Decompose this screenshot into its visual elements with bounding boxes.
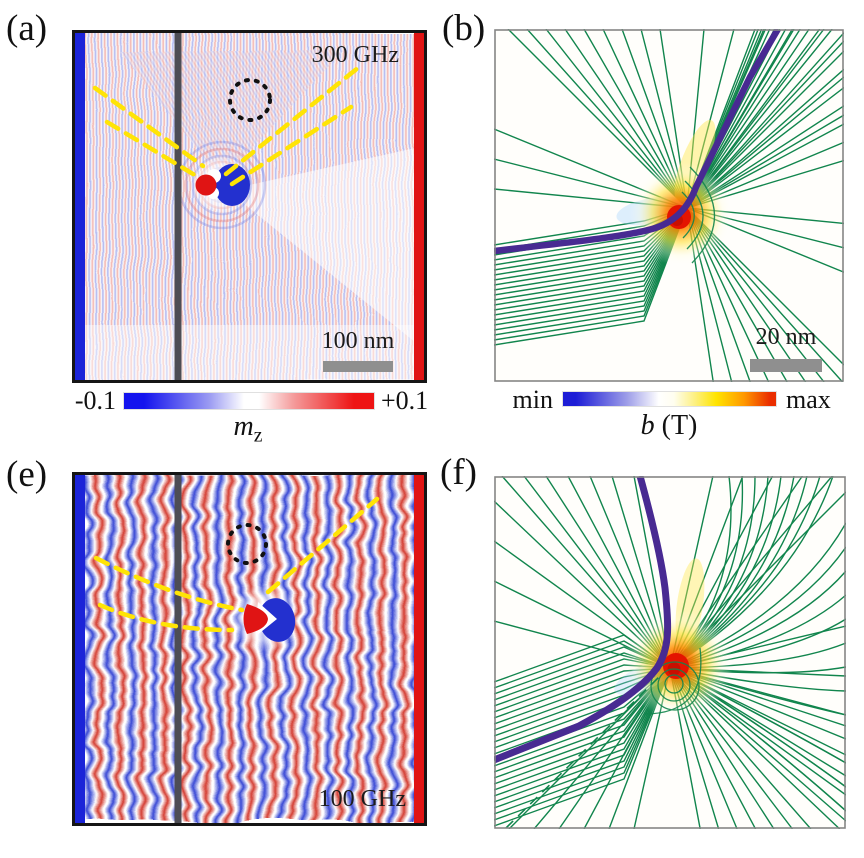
scale-bar-label-a: 100 nm bbox=[321, 328, 395, 354]
beam-guide-dashes bbox=[92, 64, 362, 187]
wave-shadow-wedge bbox=[227, 148, 415, 342]
colorbar-mz-min: -0.1 bbox=[74, 386, 116, 415]
panel-a-simulation bbox=[72, 30, 427, 383]
b-symbol: b bbox=[640, 410, 655, 441]
frequency-annotation-e: 100 GHz bbox=[318, 786, 406, 812]
panel-f-trajectories bbox=[494, 476, 846, 829]
colorbar-mz bbox=[123, 392, 375, 410]
colorbar-b-title: b (T) bbox=[641, 412, 698, 440]
waveguide-edge-left bbox=[75, 33, 85, 380]
panel-e-label: (e) bbox=[6, 454, 48, 495]
hotspot-field-arcs bbox=[643, 647, 702, 715]
barrier-bar bbox=[174, 475, 182, 823]
probe-dotted-circle bbox=[228, 78, 272, 122]
colorbar-mz-max: +0.1 bbox=[381, 386, 429, 415]
scattered-dashed-ray bbox=[505, 673, 663, 829]
waveguide-edge-left bbox=[75, 475, 85, 823]
waveguide-edge-right bbox=[414, 33, 424, 380]
frequency-annotation-a: 300 GHz bbox=[311, 42, 399, 68]
scale-bar-label-b: 20 nm bbox=[755, 324, 817, 350]
panel-e-border bbox=[72, 472, 427, 826]
panel-e-simulation bbox=[72, 472, 427, 826]
barrier-bar bbox=[174, 33, 182, 380]
mz-subscript: z bbox=[253, 425, 263, 447]
colorbar-b-min: min bbox=[512, 385, 553, 414]
colorbar-b-max: max bbox=[786, 385, 831, 414]
colorbar-mz-title: mz bbox=[234, 413, 263, 446]
beam-guide-dashes bbox=[93, 496, 380, 633]
trajectory-purple bbox=[494, 29, 781, 255]
panel-a-label: (a) bbox=[6, 8, 48, 49]
panel-b-label: (b) bbox=[442, 8, 486, 49]
scale-bar-b bbox=[750, 359, 822, 372]
mz-symbol: m bbox=[233, 411, 254, 442]
trajectory-purple bbox=[494, 476, 672, 764]
panel-f-label: (f) bbox=[440, 452, 477, 493]
b-unit: (T) bbox=[654, 410, 698, 441]
skyrmion-defect bbox=[243, 598, 296, 642]
field-hotspot bbox=[623, 558, 733, 719]
panel-f-border bbox=[494, 476, 846, 829]
waveguide-edge-right bbox=[414, 475, 424, 823]
panel-b-border bbox=[494, 29, 844, 382]
scale-bar-a bbox=[323, 361, 393, 372]
spin-wave-stripes bbox=[82, 475, 418, 823]
colorbar-b bbox=[562, 391, 777, 407]
probe-dotted-circle bbox=[226, 523, 268, 565]
panel-b-trajectories bbox=[494, 29, 844, 382]
panel-a-border bbox=[72, 30, 427, 383]
